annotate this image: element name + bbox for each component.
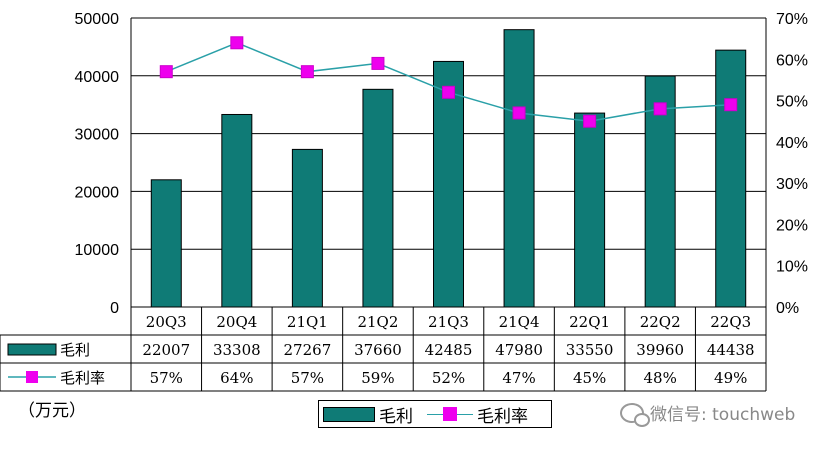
table-cell: 47%	[502, 369, 535, 387]
left-tick-label: 10000	[75, 242, 120, 259]
table-cell: 49%	[714, 369, 747, 387]
bar	[291, 148, 323, 308]
table-cell: 64%	[220, 369, 253, 387]
watermark-text: 微信号: touchweb	[650, 405, 796, 425]
table-cell: 44438	[707, 341, 755, 359]
line-marker	[583, 114, 597, 128]
legend-line-swatch	[427, 407, 473, 421]
category-label: 21Q2	[357, 313, 398, 331]
left-tick-label: 40000	[75, 69, 120, 86]
table-cell: 33550	[566, 341, 614, 359]
wechat-icon	[620, 402, 650, 427]
bar	[150, 179, 182, 308]
table-cell: 22007	[142, 341, 190, 359]
table-cell: 47980	[495, 341, 543, 359]
unit-label: （万元）	[18, 401, 86, 421]
right-tick-label: 0%	[776, 300, 799, 317]
table-cell: 45%	[573, 369, 606, 387]
line-marker	[230, 36, 244, 50]
line-marker	[724, 98, 738, 112]
category-label: 20Q4	[216, 313, 257, 331]
category-label: 22Q3	[710, 313, 751, 331]
row-swatch-marker	[26, 371, 38, 383]
watermark: 微信号: touchweb	[620, 400, 796, 427]
category-label: 21Q3	[428, 313, 469, 331]
right-tick-label: 20%	[776, 217, 808, 234]
line-marker	[442, 85, 455, 99]
row-swatch-bar	[7, 343, 57, 356]
left-tick-label: 30000	[75, 127, 120, 144]
legend-bar-swatch	[323, 406, 375, 422]
table-cell: 42485	[425, 341, 473, 359]
left-tick-label: 0	[110, 300, 119, 317]
legend: 毛利 毛利率	[318, 400, 552, 428]
table-cell: 59%	[361, 369, 394, 387]
table-cell: 39960	[636, 341, 684, 359]
right-tick-label: 70%	[776, 11, 808, 28]
row-label: 毛利	[60, 341, 90, 359]
line-marker	[300, 65, 314, 79]
table-cell: 57%	[291, 369, 324, 387]
bar	[503, 29, 535, 308]
right-tick-label: 30%	[776, 176, 808, 193]
table-cell: 52%	[432, 369, 465, 387]
axes	[130, 18, 767, 307]
line-marker	[371, 56, 385, 70]
category-label: 20Q3	[146, 313, 187, 331]
table-cell: 37660	[354, 341, 402, 359]
right-axis-ticks: 0% 10% 20% 30% 40% 50% 60% 70%	[776, 11, 808, 317]
bar	[221, 113, 253, 308]
line-marker	[653, 102, 667, 116]
line-series	[159, 36, 738, 128]
category-label: 22Q1	[569, 313, 610, 331]
legend-line-label: 毛利率	[477, 406, 528, 427]
category-label: 22Q2	[640, 313, 681, 331]
bar	[715, 49, 747, 308]
right-tick-label: 50%	[776, 94, 808, 111]
bar	[574, 112, 606, 308]
right-tick-label: 10%	[776, 259, 808, 276]
category-label: 21Q1	[287, 313, 328, 331]
left-tick-label: 50000	[75, 11, 120, 28]
table-cell: 57%	[150, 369, 183, 387]
line-marker	[159, 65, 173, 79]
left-tick-label: 20000	[75, 184, 120, 201]
table-cell: 48%	[643, 369, 676, 387]
bar-series	[150, 29, 747, 308]
bar	[362, 88, 394, 308]
data-table: 20Q3 20Q4 21Q1 21Q2 21Q3 21Q4 22Q1 22Q2 22Q3 毛利 22…	[0, 306, 767, 392]
table-cell: 27267	[284, 341, 332, 359]
row-label: 毛利率	[60, 369, 105, 387]
line-marker	[512, 106, 526, 120]
table-cell: 33308	[213, 341, 261, 359]
right-tick-label: 60%	[776, 52, 808, 69]
category-label: 21Q4	[499, 313, 540, 331]
right-tick-label: 40%	[776, 135, 808, 152]
legend-bar-label: 毛利	[379, 406, 413, 427]
left-axis-ticks: 0 10000 20000 30000 40000 50000	[75, 11, 120, 317]
